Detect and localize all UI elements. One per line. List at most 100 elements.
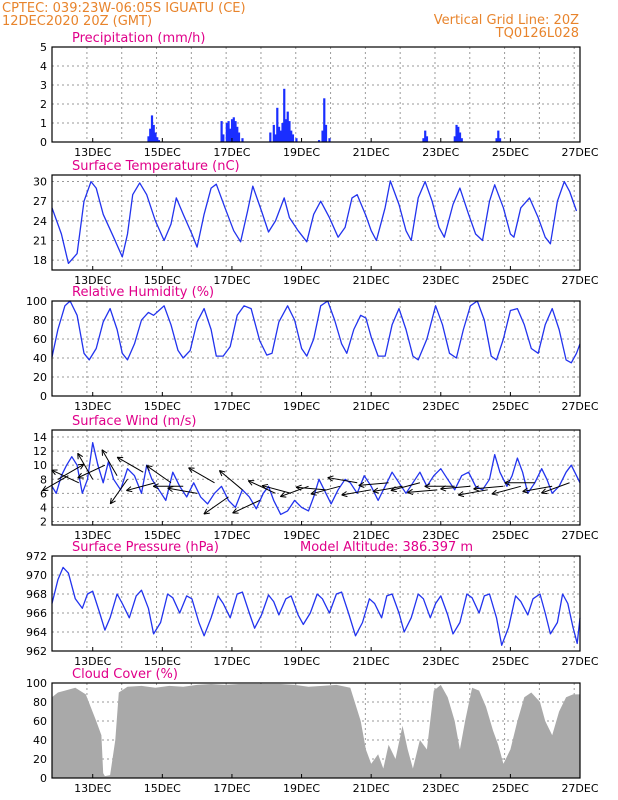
precip-bar — [232, 117, 235, 142]
wind-vector — [232, 499, 261, 514]
precip-bar — [152, 124, 155, 142]
header-model: TQ0126L028 — [495, 26, 579, 41]
precip-bar — [455, 124, 458, 142]
temp-line — [51, 180, 578, 265]
precip-bar — [279, 130, 282, 142]
cloud-ytick: 80 — [33, 696, 47, 709]
cloud-xtick: 27DEC — [561, 782, 598, 795]
wind-vector — [101, 449, 118, 476]
precip-bar — [220, 121, 223, 142]
rh-ytick: 60 — [33, 333, 47, 346]
cloud-xtick: 17DEC — [213, 782, 250, 795]
precip-bar — [272, 124, 275, 142]
precip-ytick: 0 — [40, 136, 47, 149]
cloud-frame — [51, 682, 581, 779]
wind-ytick: 8 — [40, 473, 47, 486]
precip-bar — [237, 132, 241, 142]
precip-bar — [236, 126, 239, 142]
precip-bar — [290, 130, 293, 142]
precip-bar — [425, 136, 429, 142]
precip-xtick: 21DEC — [353, 146, 390, 159]
wind-ytick: 6 — [40, 487, 47, 500]
wind-vector — [310, 485, 340, 496]
precip-ytick: 1 — [40, 117, 47, 130]
precip-xtick: 17DEC — [213, 146, 250, 159]
temp-xtick: 15DEC — [144, 274, 181, 287]
precip-bar — [458, 132, 462, 142]
wind-vector — [77, 464, 106, 479]
precip-xtick: 25DEC — [492, 146, 529, 159]
pres-xtick: 17DEC — [213, 655, 250, 668]
header-run-time: 12DEC2020 20Z (GMT) — [2, 14, 152, 29]
precip-bar — [147, 136, 150, 142]
cloud-xtick: 13DEC — [74, 782, 111, 795]
temp-xtick: 21DEC — [353, 274, 390, 287]
pres-ytick: 962 — [26, 645, 47, 658]
wind-vector — [116, 456, 144, 473]
precip-bar — [324, 124, 328, 142]
precip-bar — [497, 130, 500, 142]
precip-bar — [498, 138, 502, 142]
header-station: CPTEC: 039:23W-06:05S IGUATU (CE) — [2, 1, 246, 16]
pres-ytick: 970 — [26, 569, 47, 582]
precip-bar — [225, 123, 228, 142]
temp-xtick: 17DEC — [213, 274, 250, 287]
precip-ytick: 4 — [40, 60, 47, 73]
rh-ytick: 40 — [33, 352, 47, 365]
cloud-area — [52, 684, 580, 778]
wind-vector — [188, 467, 215, 484]
rh-xtick: 17DEC — [213, 400, 250, 413]
wind-vector — [327, 475, 358, 484]
wind-vector — [41, 475, 69, 492]
wind-xtick: 13DEC — [74, 529, 111, 542]
temp-title: Surface Temperature (nC) — [72, 159, 240, 174]
precip-bar — [328, 138, 331, 142]
precip-bar — [495, 138, 498, 142]
precip-xtick: 15DEC — [144, 146, 181, 159]
wind-xtick: 25DEC — [492, 529, 529, 542]
pres-xtick: 21DEC — [353, 655, 390, 668]
precip-bar — [460, 138, 463, 142]
precip-panel: Precipitation (mm/h) 0 1 2 3 4 5 13DEC 15DEC 17DE… — [40, 31, 599, 159]
cloud-ytick: 20 — [33, 753, 47, 766]
cloud-ytick: 40 — [33, 734, 47, 747]
cloud-title: Cloud Cover (%) — [72, 667, 178, 682]
wind-title: Surface Wind (m/s) — [72, 414, 196, 429]
rh-xtick: 21DEC — [353, 400, 390, 413]
precip-bar — [156, 137, 159, 142]
precip-bar — [274, 134, 277, 142]
wind-xtick: 21DEC — [353, 529, 390, 542]
rh-ytick: 80 — [33, 314, 47, 327]
wind-vector — [473, 485, 504, 492]
wind-vector — [152, 483, 184, 490]
temp-xtick: 27DEC — [561, 274, 598, 287]
cloud-xtick: 15DEC — [144, 782, 181, 795]
wind-vector — [295, 484, 326, 491]
precip-bar — [286, 111, 289, 142]
precip-bar — [222, 134, 225, 142]
rh-title: Relative Humidity (%) — [72, 285, 214, 300]
cloud-xtick: 19DEC — [283, 782, 320, 795]
pres-title: Surface Pressure (hPa) — [72, 540, 219, 555]
wind-vector — [77, 452, 94, 480]
precip-ytick: 2 — [40, 98, 47, 111]
wind-vector — [261, 483, 292, 494]
precip-title: Precipitation (mm/h) — [72, 31, 205, 46]
pres-xtick: 27DEC — [561, 655, 598, 668]
temp-ytick: 30 — [33, 176, 47, 189]
temp-xtick: 19DEC — [283, 274, 320, 287]
cloud-xtick: 21DEC — [353, 782, 390, 795]
wind-vector — [440, 485, 471, 492]
wind-vector — [407, 488, 438, 496]
precip-bar — [453, 136, 456, 142]
precip-bar — [281, 123, 284, 142]
precip-bar — [288, 121, 291, 142]
precip-bar — [457, 126, 460, 142]
temp-xtick: 25DEC — [492, 274, 529, 287]
pres-ytick: 968 — [26, 588, 47, 601]
precip-xtick: 19DEC — [283, 146, 320, 159]
cloud-xtick: 25DEC — [492, 782, 529, 795]
rh-xtick: 19DEC — [283, 400, 320, 413]
precip-bar — [241, 138, 244, 142]
